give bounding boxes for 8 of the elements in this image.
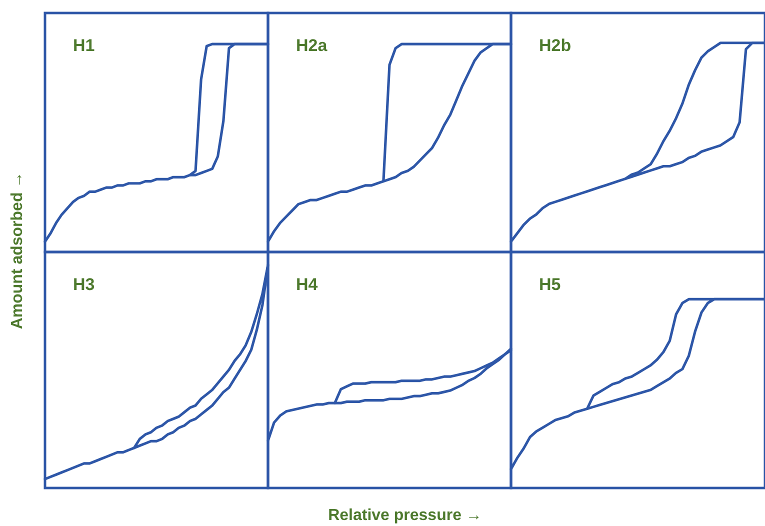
chart-title: H1 [73,36,95,55]
chart-title: H4 [296,275,318,294]
chart-title: H2a [296,36,328,55]
chart-title: H2b [539,36,572,55]
y-axis-title: Amount adsorbed → [9,172,26,330]
text: H3 [73,275,95,294]
chart-title: H5 [539,275,561,294]
x-axis-title: Relative pressure → [328,507,482,524]
